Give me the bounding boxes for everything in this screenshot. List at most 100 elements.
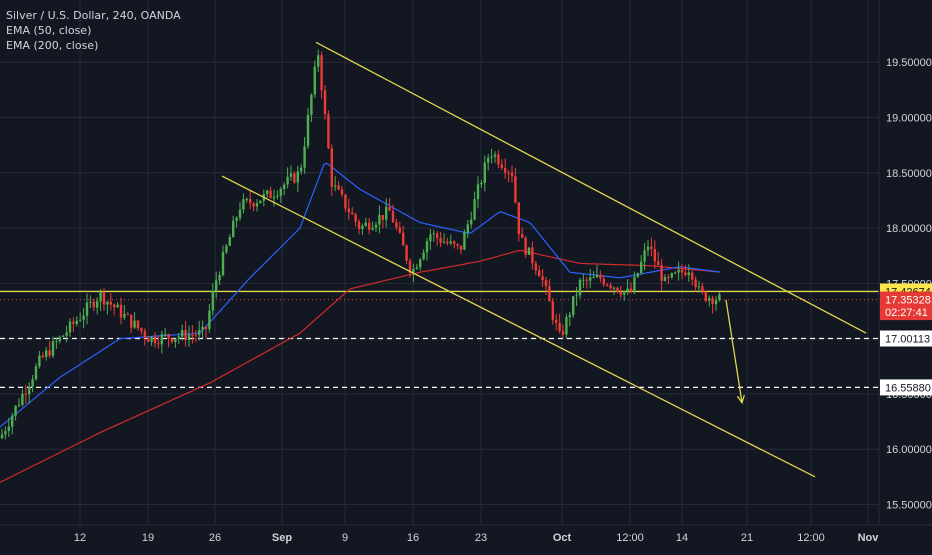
candle <box>283 182 286 196</box>
candle <box>398 221 401 235</box>
candle <box>374 221 378 232</box>
candle <box>711 295 714 314</box>
candle <box>548 279 551 302</box>
candle <box>296 165 299 193</box>
candle <box>691 270 694 286</box>
candle <box>572 296 575 319</box>
candle <box>623 290 626 301</box>
candle <box>24 384 27 404</box>
candle <box>606 282 609 287</box>
channel-upper-line[interactable] <box>315 41 867 334</box>
price-axis-label: 17.00113 <box>880 330 932 347</box>
candle <box>89 295 92 309</box>
candle <box>344 193 347 212</box>
candle <box>456 243 459 250</box>
candle <box>575 286 578 306</box>
ema-200-label: EMA (200, close) <box>6 39 99 52</box>
candle <box>310 93 313 122</box>
candle <box>493 151 497 163</box>
time-axis: 12 19 26 Sep 9 16 23 Oct 12:00 14 21 12:00 Nov <box>74 532 879 544</box>
projection-arrowhead <box>736 394 745 405</box>
candle <box>198 320 201 341</box>
candle <box>504 158 507 179</box>
candle <box>102 288 106 311</box>
candle <box>388 197 391 211</box>
candle <box>215 271 218 299</box>
candle <box>473 191 476 221</box>
candle <box>55 337 58 349</box>
symbol-title: Silver / U.S. Dollar, 240, OANDA <box>6 9 181 22</box>
candle <box>337 181 340 191</box>
candle <box>160 330 163 354</box>
candle <box>592 271 595 279</box>
candle <box>21 389 24 407</box>
candle <box>670 272 673 280</box>
candle <box>660 258 663 291</box>
candle <box>589 268 592 289</box>
candle <box>82 307 85 329</box>
candle <box>415 263 418 270</box>
candle <box>582 274 585 289</box>
candle <box>252 201 255 212</box>
grid-lines <box>0 0 879 525</box>
candle <box>123 305 126 320</box>
candle <box>99 289 102 311</box>
candle <box>408 258 412 278</box>
candle <box>538 265 541 277</box>
candle <box>174 338 177 348</box>
x-tick-label: Sep <box>272 532 292 544</box>
x-tick-label: Oct <box>553 532 572 544</box>
price-label-text: 02:27:41 <box>885 307 928 319</box>
candle <box>249 190 252 209</box>
price-label-text: 17.35328 <box>885 295 931 307</box>
candle <box>130 314 133 333</box>
candle <box>347 198 350 221</box>
candle <box>568 311 571 327</box>
candle <box>177 332 180 345</box>
channel-lower-line[interactable] <box>221 175 816 478</box>
candle <box>446 237 449 246</box>
x-tick-label: 26 <box>209 532 221 544</box>
candle <box>551 298 554 325</box>
candle <box>201 320 204 339</box>
price-axis-label: 17.35328 <box>880 291 932 308</box>
candle <box>245 197 248 203</box>
candle <box>289 165 293 181</box>
drawings-layer <box>221 41 867 478</box>
candle <box>259 200 262 204</box>
candle <box>391 204 395 223</box>
candle <box>616 286 619 294</box>
candle <box>7 417 10 437</box>
candle <box>640 255 643 276</box>
candle <box>629 282 633 294</box>
price-label-text: 17.00113 <box>885 334 930 346</box>
projection-arrow[interactable] <box>725 299 743 403</box>
candle <box>147 335 150 342</box>
candle <box>211 283 214 316</box>
candle <box>65 325 68 343</box>
candle <box>68 318 72 337</box>
candle <box>194 329 197 343</box>
candle <box>255 198 259 212</box>
candle <box>674 271 677 275</box>
candle <box>619 285 622 298</box>
candle <box>507 170 510 183</box>
candle <box>500 159 503 171</box>
ema-200-line[interactable] <box>0 249 721 483</box>
candle <box>425 238 429 261</box>
candle <box>487 153 490 171</box>
candle <box>238 202 242 221</box>
candle <box>626 279 629 296</box>
candle <box>429 229 432 251</box>
candle <box>34 363 38 381</box>
candle <box>266 189 269 199</box>
candle <box>531 241 534 270</box>
x-tick-label: 12:00 <box>797 532 825 544</box>
candle <box>687 264 690 282</box>
candle <box>48 341 51 359</box>
candle <box>306 107 310 149</box>
candle <box>232 215 235 238</box>
candle <box>694 276 697 292</box>
